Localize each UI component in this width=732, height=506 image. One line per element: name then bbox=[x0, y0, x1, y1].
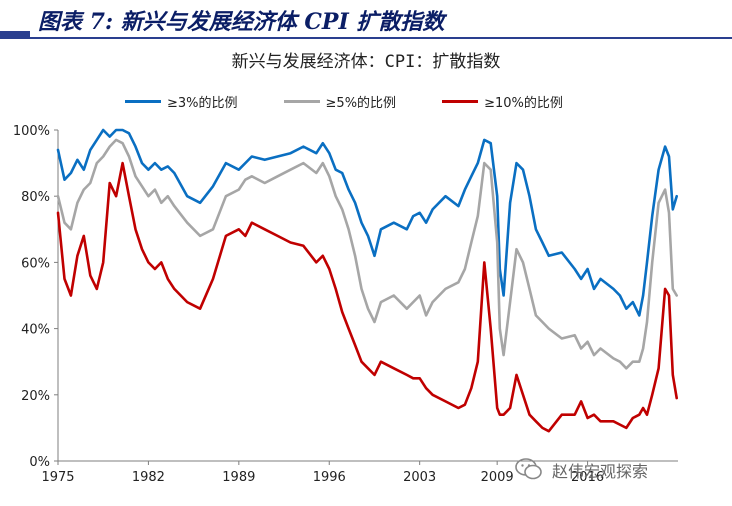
y-tick-label: 20% bbox=[21, 389, 50, 404]
x-tick-label: 1996 bbox=[313, 470, 346, 485]
x-tick-label: 1975 bbox=[41, 470, 74, 485]
legend-label-series1: ≥3%的比例 bbox=[167, 96, 238, 111]
y-tick-label: 100% bbox=[13, 124, 50, 139]
title-rule bbox=[0, 31, 732, 39]
chart-title: 新兴与发展经济体：CPI：扩散指数 bbox=[231, 52, 501, 72]
y-tick-label: 80% bbox=[21, 190, 50, 205]
series-line-1 bbox=[56, 128, 679, 317]
legend-swatch-series2 bbox=[283, 100, 320, 103]
legend-swatch-series1 bbox=[125, 100, 161, 103]
legend-label-series2: ≥5%的比例 bbox=[325, 96, 397, 111]
legend-item-series1: ≥3%的比例 bbox=[125, 92, 238, 111]
figure-title: 图表 7: 新兴与发展经济体 CPI 扩散指数 bbox=[38, 9, 445, 35]
x-tick-label: 2016 bbox=[571, 470, 604, 485]
x-tick-label: 2003 bbox=[403, 470, 436, 485]
wechat-icon bbox=[515, 458, 542, 480]
x-tick-label: 1989 bbox=[222, 470, 255, 485]
legend-item-series2: ≥5%的比例 bbox=[283, 92, 397, 111]
y-tick-label: 40% bbox=[21, 323, 50, 338]
chart-legend: ≥3%的比例 ≥5%的比例 ≥10%的比例 bbox=[125, 92, 563, 111]
legend-label-series3: ≥10%的比例 bbox=[484, 96, 563, 111]
series-line-3 bbox=[56, 161, 679, 433]
series-line-2 bbox=[56, 138, 679, 370]
y-tick-label: 60% bbox=[21, 256, 50, 271]
x-tick-label: 1982 bbox=[132, 470, 165, 485]
y-tick-label: 0% bbox=[29, 455, 50, 470]
x-tick-label: 2009 bbox=[481, 470, 514, 485]
legend-item-series3: ≥10%的比例 bbox=[442, 92, 563, 111]
legend-swatch-series3 bbox=[442, 100, 479, 103]
watermark-text: 赵伟宏观探索 bbox=[552, 462, 649, 481]
